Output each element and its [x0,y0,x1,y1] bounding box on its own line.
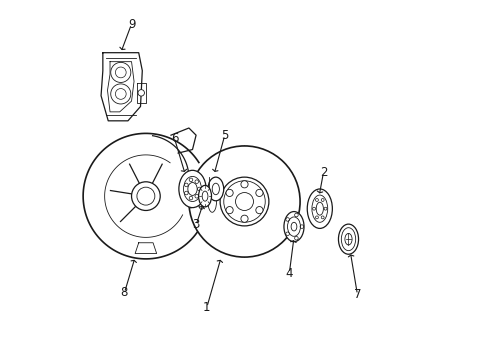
Text: 2: 2 [319,166,326,179]
Polygon shape [137,83,145,103]
Ellipse shape [198,194,204,210]
Ellipse shape [207,191,216,212]
Ellipse shape [306,189,332,228]
Ellipse shape [220,177,268,226]
Circle shape [255,207,263,214]
Text: 5: 5 [221,129,228,142]
Circle shape [110,84,131,104]
Text: 3: 3 [192,218,200,231]
Text: 1: 1 [203,301,210,314]
Circle shape [241,215,247,222]
Circle shape [241,181,247,188]
Text: 9: 9 [127,18,135,31]
Circle shape [138,90,144,96]
Text: 8: 8 [121,287,128,300]
Ellipse shape [338,224,358,254]
Circle shape [110,62,131,82]
Circle shape [225,189,233,197]
Ellipse shape [179,170,206,208]
Polygon shape [101,53,142,121]
Ellipse shape [188,195,193,208]
Text: 7: 7 [353,288,361,301]
Circle shape [225,207,233,214]
Circle shape [255,189,263,197]
Ellipse shape [198,185,211,207]
Text: 6: 6 [170,132,178,145]
Ellipse shape [207,177,223,201]
Ellipse shape [284,212,304,242]
Ellipse shape [131,182,160,211]
Ellipse shape [188,146,300,257]
Text: 4: 4 [285,267,292,280]
